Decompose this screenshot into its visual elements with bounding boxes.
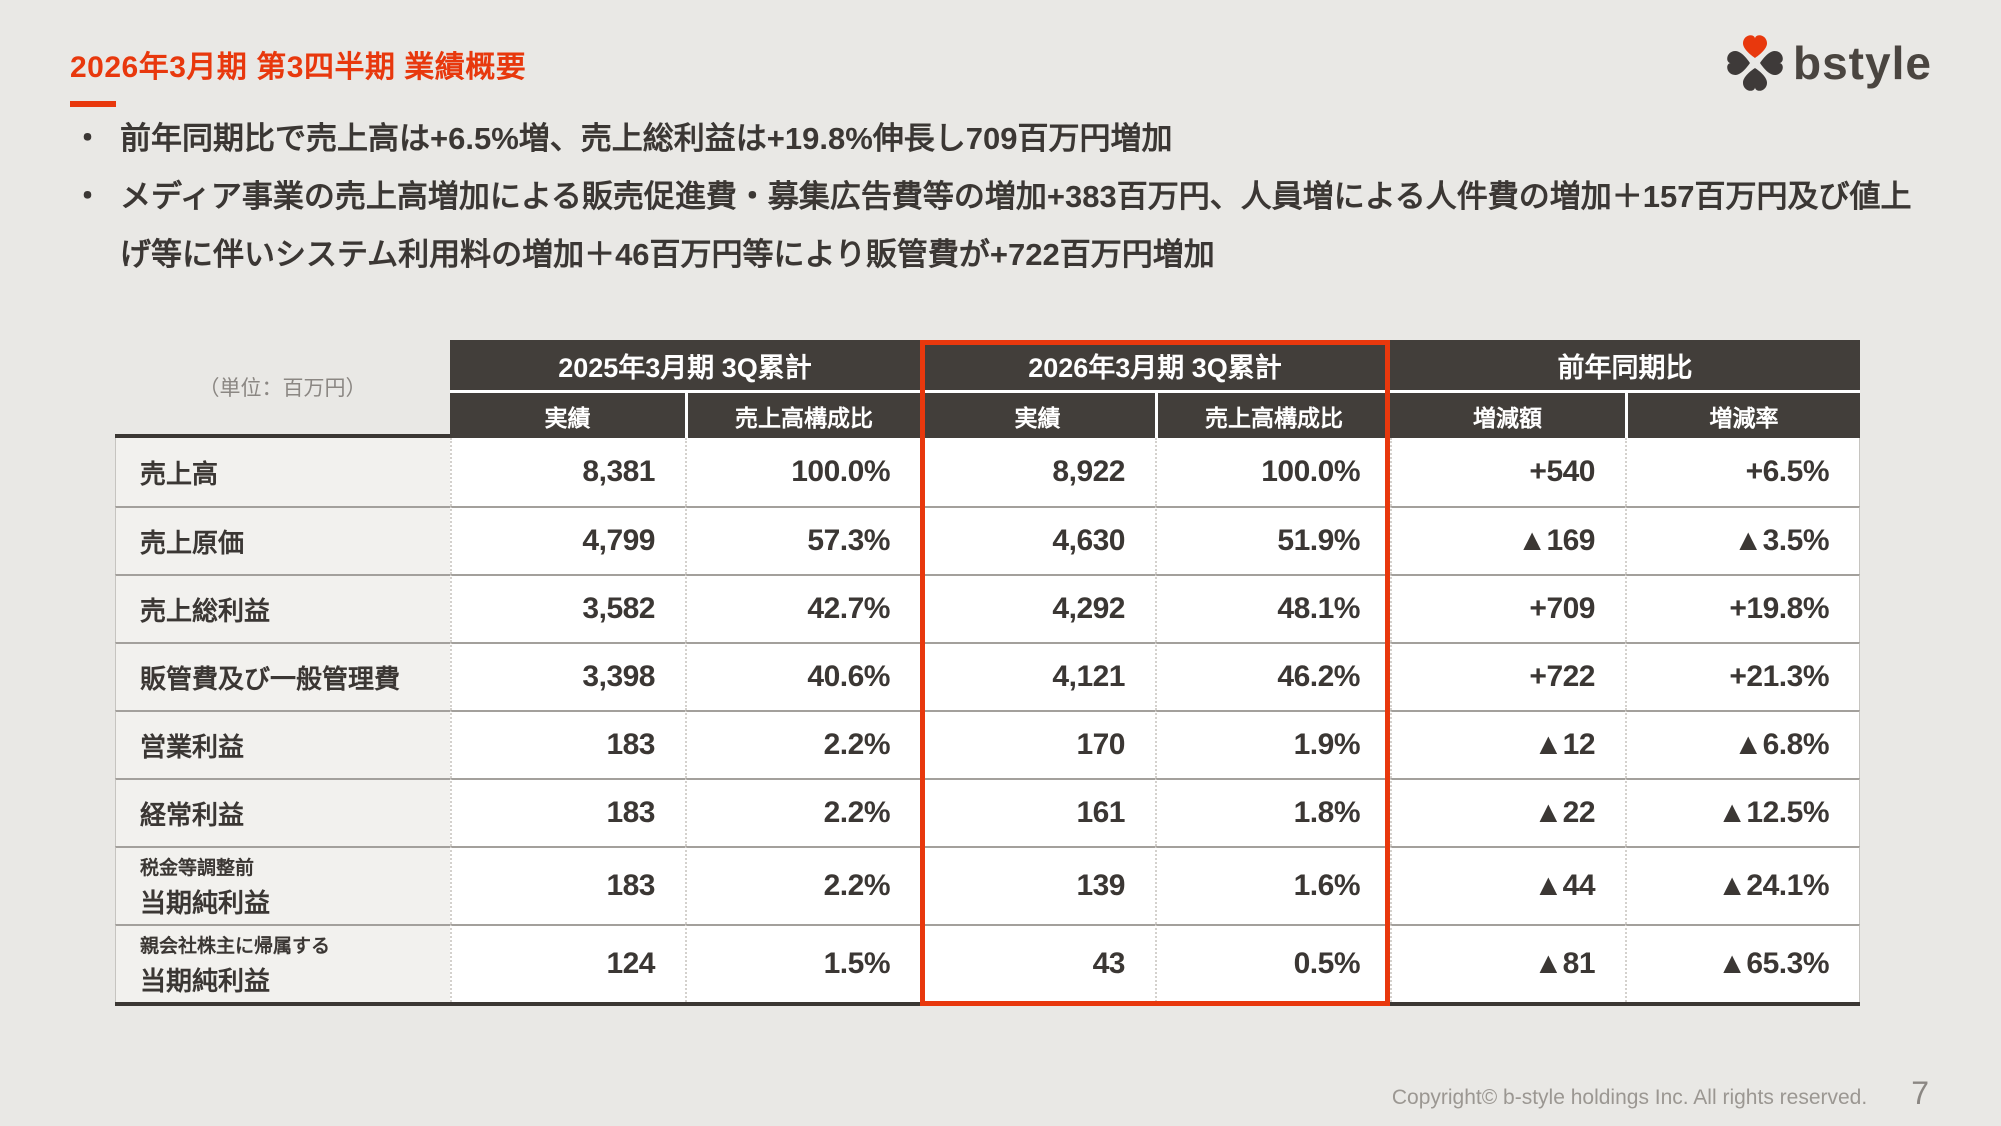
table-cell: 183 <box>450 778 685 846</box>
row-label-text: 経常利益 <box>140 799 245 830</box>
table-cell: 40.6% <box>685 642 920 710</box>
bullet-marker: ・ <box>72 179 103 214</box>
table-cell: 100.0% <box>685 438 920 506</box>
table-cell: 51.9% <box>1155 506 1390 574</box>
row-sublabel: 税金等調整前 <box>140 857 255 879</box>
row-label: 親会社株主に帰属する当期純利益 <box>115 924 450 1002</box>
row-label: 販管費及び一般管理費 <box>115 642 450 710</box>
row-label-text: 売上総利益 <box>140 595 271 626</box>
row-label-text: 売上原価 <box>140 527 245 558</box>
table-cell: 4,630 <box>920 506 1155 574</box>
table-cell: +21.3% <box>1625 642 1860 710</box>
bullet-item: ・前年同期比で売上高は+6.5%増、売上総利益は+19.8%伸長し709百万円増… <box>72 110 1920 168</box>
bullet-marker: ・ <box>72 121 103 156</box>
row-label-text: 営業利益 <box>140 731 245 762</box>
column-sub-header: 売上高構成比 <box>1155 390 1390 438</box>
company-logo: bstyle <box>1725 33 1932 93</box>
table-cell: 2.2% <box>685 710 920 778</box>
footer: Copyright© b-style holdings Inc. All rig… <box>1392 1075 1929 1112</box>
table-cell: +6.5% <box>1625 438 1860 506</box>
table-cell: 48.1% <box>1155 574 1390 642</box>
table-cell: ▲22 <box>1390 778 1625 846</box>
row-label-text: 販管費及び一般管理費 <box>140 663 401 694</box>
row-label-text: 当期純利益 <box>140 965 271 996</box>
table-cell: 42.7% <box>685 574 920 642</box>
table-cell: 43 <box>920 924 1155 1002</box>
column-group-header: 2026年3月期 3Q累計 <box>920 340 1390 390</box>
table-cell: +709 <box>1390 574 1625 642</box>
table-cell: +19.8% <box>1625 574 1860 642</box>
table-cell: ▲12 <box>1390 710 1625 778</box>
row-sublabel: 親会社株主に帰属する <box>140 935 331 957</box>
table-cell: 170 <box>920 710 1155 778</box>
table-cell: 8,381 <box>450 438 685 506</box>
table-cell: ▲24.1% <box>1625 846 1860 924</box>
clover-heart-icon <box>1727 35 1783 91</box>
table-cell: +540 <box>1390 438 1625 506</box>
table-cell: 1.9% <box>1155 710 1390 778</box>
table-cell: ▲6.8% <box>1625 710 1860 778</box>
column-sub-header: 増減率 <box>1625 390 1860 438</box>
table-cell: 1.5% <box>685 924 920 1002</box>
row-label-text: 売上高 <box>140 458 219 489</box>
table-cell: 124 <box>450 924 685 1002</box>
results-table: （単位：百万円） 2025年3月期 3Q累計 2026年3月期 3Q累計 前年同期比実… <box>115 340 1860 1006</box>
copyright-text: Copyright© b-style holdings Inc. All rig… <box>1391 1086 1868 1109</box>
column-group-header: 2025年3月期 3Q累計 <box>450 340 920 390</box>
column-sub-header: 増減額 <box>1390 390 1625 438</box>
table-cell: 2.2% <box>685 778 920 846</box>
table-cell: 4,121 <box>920 642 1155 710</box>
table-cell: 1.6% <box>1155 846 1390 924</box>
table-cell: 2.2% <box>685 846 920 924</box>
table-cell: 46.2% <box>1155 642 1390 710</box>
logo-text: bstyle <box>1793 37 1932 89</box>
table-cell: 161 <box>920 778 1155 846</box>
table-cell: 57.3% <box>685 506 920 574</box>
table-cell: ▲81 <box>1390 924 1625 1002</box>
table-cell: 3,398 <box>450 642 685 710</box>
table-cell: ▲169 <box>1390 506 1625 574</box>
table-cell: 8,922 <box>920 438 1155 506</box>
table-cell: ▲44 <box>1390 846 1625 924</box>
page-number: 7 <box>1911 1075 1929 1111</box>
table-cell: 1.8% <box>1155 778 1390 846</box>
bullet-text: メディア事業の売上高増加による販売促進費・募集広告費等の増加+383百万円、人員… <box>120 179 1912 272</box>
bullet-item: ・メディア事業の売上高増加による販売促進費・募集広告費等の増加+383百万円、人… <box>72 168 1920 284</box>
row-label: 経常利益 <box>115 778 450 846</box>
bullet-text: 前年同期比で売上高は+6.5%増、売上総利益は+19.8%伸長し709百万円増加 <box>120 121 1173 156</box>
row-label: 売上原価 <box>115 506 450 574</box>
title-block: 2026年3月期 第3四半期 業績概要 <box>70 42 526 107</box>
column-sub-header: 実績 <box>450 390 685 438</box>
table-cell: 139 <box>920 846 1155 924</box>
table-cell: ▲65.3% <box>1625 924 1860 1002</box>
table-cell: 100.0% <box>1155 438 1390 506</box>
row-label-text: 当期純利益 <box>140 887 271 918</box>
title-underline <box>70 101 116 107</box>
table-cell: 183 <box>450 846 685 924</box>
table-cell: 0.5% <box>1155 924 1390 1002</box>
table-cell: +722 <box>1390 642 1625 710</box>
table-cell: 3,582 <box>450 574 685 642</box>
row-label: 売上総利益 <box>115 574 450 642</box>
row-label: 税金等調整前当期純利益 <box>115 846 450 924</box>
table-cell: ▲3.5% <box>1625 506 1860 574</box>
unit-label: （単位：百万円） <box>115 340 450 438</box>
column-sub-header: 実績 <box>920 390 1155 438</box>
row-label: 営業利益 <box>115 710 450 778</box>
table-cell: 4,292 <box>920 574 1155 642</box>
table-cell: ▲12.5% <box>1625 778 1860 846</box>
column-group-header: 前年同期比 <box>1390 340 1860 390</box>
column-sub-header: 売上高構成比 <box>685 390 920 438</box>
table-cell: 183 <box>450 710 685 778</box>
page-title: 2026年3月期 第3四半期 業績概要 <box>70 51 527 84</box>
summary-bullets: ・前年同期比で売上高は+6.5%増、売上総利益は+19.8%伸長し709百万円増… <box>72 110 1920 284</box>
row-label: 売上高 <box>115 438 450 506</box>
table-cell: 4,799 <box>450 506 685 574</box>
